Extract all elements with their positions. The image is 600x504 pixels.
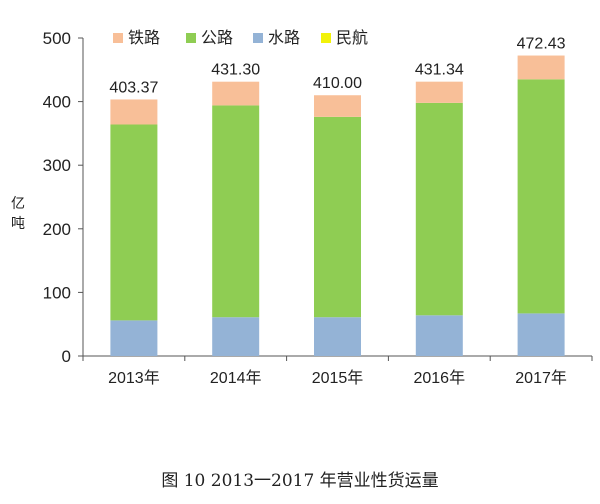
legend-swatch: [113, 33, 123, 43]
bar-segment-0-0: [110, 320, 158, 356]
legend-swatch: [321, 33, 331, 43]
legend: 铁路 公路 水路 民航: [113, 28, 368, 47]
y-tick-label: 100: [43, 283, 71, 302]
figure-caption: 图 10 2013一2017 年营业性货运量: [161, 471, 439, 491]
bars: [110, 55, 565, 356]
bar-segment-1-0: [110, 124, 158, 321]
total-label: 410.00: [313, 75, 362, 92]
y-axis-label-char: 亿: [11, 196, 25, 212]
legend-swatch: [253, 33, 263, 43]
bar-segment-1-2: [314, 116, 361, 318]
legend-label: 民航: [336, 28, 368, 47]
bar-segment-0-4: [517, 313, 565, 356]
total-label: 431.34: [415, 62, 464, 79]
bar-segment-2-2: [314, 95, 361, 117]
y-tick-label: 200: [43, 220, 71, 239]
total-labels: 403.37 431.30 410.00 431.34 472.43: [109, 36, 565, 97]
bar-segment-2-3: [415, 81, 463, 103]
total-label: 472.43: [517, 36, 566, 53]
x-tick-label: 2014年: [210, 369, 262, 387]
bar-segment-0-2: [314, 317, 361, 356]
y-axis-label-char: 吨: [11, 216, 25, 232]
x-tick-label: 2013年: [108, 369, 160, 387]
bar-segment-1-1: [212, 105, 260, 318]
bar-segment-0-1: [212, 317, 260, 356]
x-axis: 2013年 2014年 2015年 2016年 2017年: [82, 355, 593, 387]
bar-segment-1-4: [517, 79, 565, 314]
total-label: 431.30: [211, 62, 260, 79]
bar-segment-0-3: [415, 315, 463, 356]
bar-segment-1-3: [415, 102, 463, 316]
y-tick-label: 300: [43, 156, 71, 175]
y-axis-label: 亿吨: [11, 196, 25, 232]
y-axis: 0 100 200 300 400 500: [43, 29, 84, 366]
legend-swatch: [186, 33, 196, 43]
x-tick-label: 2015年: [312, 369, 364, 387]
bar-segment-2-1: [212, 81, 260, 106]
y-tick-label: 400: [43, 93, 71, 112]
x-tick-label: 2016年: [413, 369, 465, 387]
y-tick-label: 0: [62, 347, 71, 366]
total-label: 403.37: [109, 79, 158, 96]
bar-segment-2-4: [517, 55, 565, 80]
x-tick-label: 2017年: [515, 369, 567, 387]
y-tick-label: 500: [43, 29, 71, 48]
legend-label: 铁路: [128, 28, 160, 47]
bar-segment-2-0: [110, 99, 158, 125]
legend-label: 公路: [201, 28, 233, 47]
legend-label: 水路: [268, 28, 300, 47]
stacked-bar-chart: 铁路 公路 水路 民航 0 100 200 300 400 500 2013年 2014年 2015…: [11, 28, 593, 387]
